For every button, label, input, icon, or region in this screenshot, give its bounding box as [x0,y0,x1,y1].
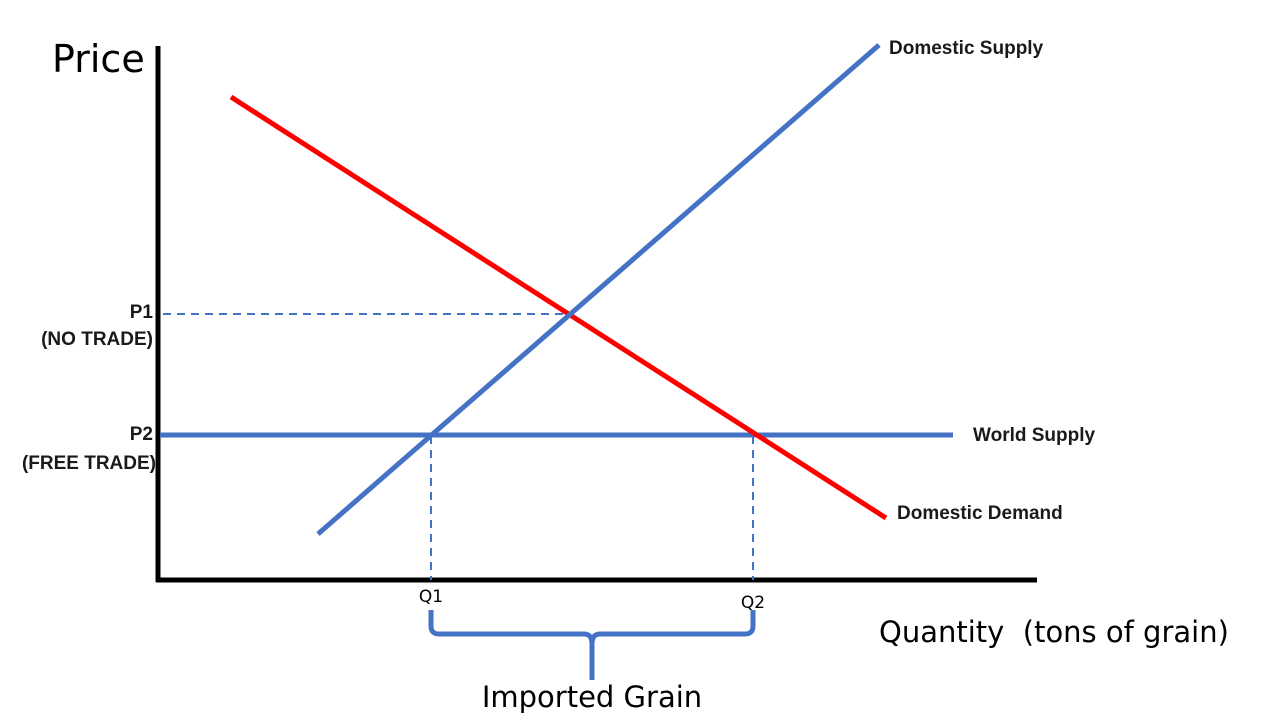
p2-label: P2 [130,424,153,445]
q1-label: Q1 [419,587,443,607]
x-axis-label: Quantity (tons of grain) [879,615,1229,649]
domestic-demand-label: Domestic Demand [897,503,1063,524]
world-supply-label: World Supply [973,425,1096,446]
p2-note: (FREE TRADE) [22,453,156,474]
p1-note: (NO TRADE) [41,329,153,350]
domestic-supply-label: Domestic Supply [889,38,1044,59]
p1-label: P1 [130,302,154,323]
q2-label: Q2 [741,593,765,613]
domestic-supply-line [316,43,881,536]
y-axis-label: Price [52,37,145,81]
domestic-demand-line [229,94,888,521]
imported-grain-label: Imported Grain [482,680,702,714]
imported-grain-bracket [428,610,756,680]
